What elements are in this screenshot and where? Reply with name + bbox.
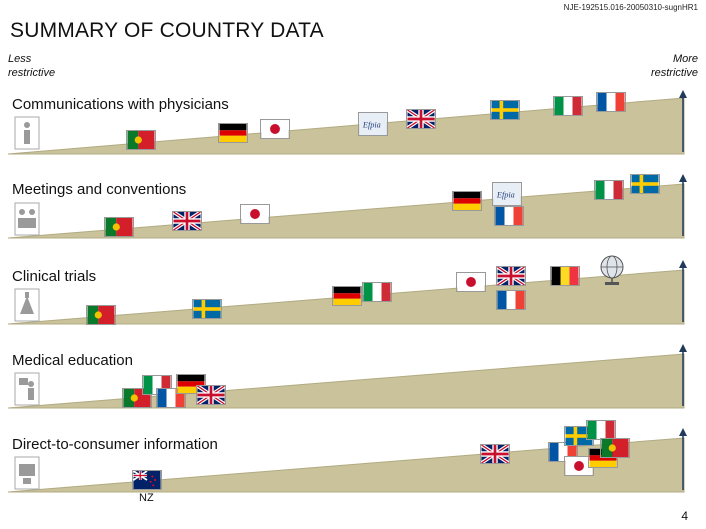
svg-text:Efpia: Efpia [496, 191, 515, 200]
band-label: Medical education [12, 352, 133, 369]
svg-text:Efpia: Efpia [362, 121, 381, 130]
flag-italy [362, 282, 392, 302]
flag-france [496, 290, 526, 310]
flag-italy [586, 420, 616, 440]
globe-icon [600, 255, 624, 285]
flag-belgium [550, 266, 580, 286]
flag-new-zealand [132, 470, 162, 490]
flag-japan [260, 119, 290, 139]
band-medical-education: Medical education [8, 344, 694, 412]
nz-label: NZ [139, 492, 154, 504]
flag-italy [594, 180, 624, 200]
page-title: SUMMARY OF COUNTRY DATA [10, 19, 324, 42]
band-label: Communications with physicians [12, 96, 229, 113]
flag-efpia: Efpia [358, 112, 388, 136]
flag-sweden [490, 100, 520, 120]
flag-japan [456, 272, 486, 292]
more-restrictive-label: More restrictive [650, 53, 698, 79]
document-id: NJE-192515.016-20050310-sugnHR1 [563, 3, 698, 12]
flag-sweden [564, 426, 594, 446]
flag-portugal [126, 130, 156, 150]
band-label: Clinical trials [12, 268, 97, 285]
flag-united-kingdom [496, 266, 526, 286]
flag-sweden [630, 174, 660, 194]
flag-sweden [192, 299, 222, 319]
flag-japan [564, 456, 594, 476]
band-communications: Communications with physicians Efpia [8, 90, 694, 158]
restriction-arrow [679, 90, 687, 152]
flag-united-kingdom [196, 385, 226, 405]
flag-france [494, 206, 524, 226]
flag-italy [142, 375, 172, 395]
flag-portugal [104, 217, 134, 237]
physician-icon [14, 116, 40, 150]
band-label: Meetings and conventions [12, 181, 187, 198]
medical-education-icon [14, 372, 40, 406]
flag-france [156, 388, 186, 408]
page-number: 4 [681, 509, 688, 523]
less-restrictive-label: Less restrictive [8, 53, 56, 79]
flag-france [596, 92, 626, 112]
flag-germany [176, 374, 206, 394]
flag-germany [332, 286, 362, 306]
flag-efpia: Efpia [492, 182, 522, 206]
restriction-arrow [679, 344, 687, 406]
restriction-arrow [679, 260, 687, 322]
restriction-arrow [679, 428, 687, 490]
band-clinical-trials: Clinical trials [8, 255, 694, 328]
restriction-wedge [8, 437, 685, 493]
meeting-icon [14, 202, 40, 236]
band-direct-to-consumer: Direct-to-consumer information NZ [8, 420, 694, 504]
consumer-info-icon [14, 456, 40, 490]
flag-germany [218, 123, 248, 143]
flag-portugal [86, 305, 116, 325]
restriction-arrow [679, 174, 687, 236]
band-label: Direct-to-consumer information [12, 436, 218, 453]
flag-france [548, 442, 578, 462]
flag-united-kingdom [172, 211, 202, 231]
clinical-trials-icon [14, 288, 40, 322]
flag-germany [452, 191, 482, 211]
flag-portugal [600, 438, 630, 458]
flag-japan [240, 204, 270, 224]
flag-united-kingdom [480, 444, 510, 464]
flag-italy [553, 96, 583, 116]
band-meetings: Meetings and conventions Efpia [8, 174, 694, 242]
flag-united-kingdom [406, 109, 436, 129]
